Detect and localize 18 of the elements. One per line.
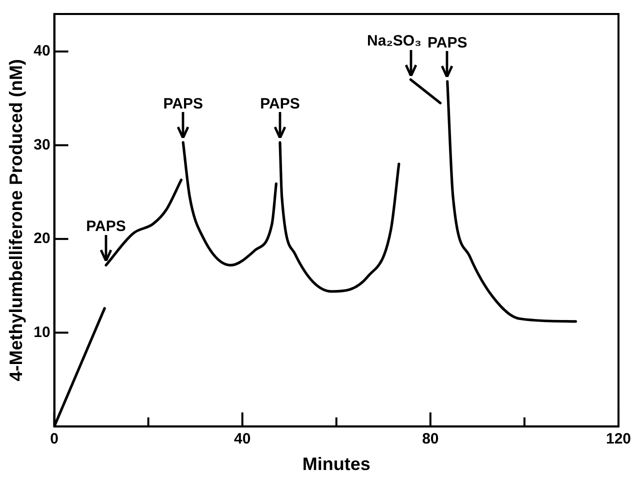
line-series — [278, 141, 400, 293]
x-tick-label: 120 — [606, 430, 631, 448]
x-tick-label: 80 — [422, 430, 439, 448]
y-axis-title: 4-Methylumbelliferone Produced (nM) — [6, 59, 26, 382]
x-tick-label: 40 — [234, 430, 251, 448]
annotation: PAPS — [86, 218, 126, 236]
y-tick-label: 10 — [34, 324, 50, 341]
annotation: PAPS — [427, 34, 468, 52]
annotation: PAPS — [163, 95, 203, 112]
y-tick-label: 30 — [34, 136, 50, 154]
y-tick-label: 40 — [34, 42, 50, 60]
annotation: Na₂SO₃ — [367, 32, 422, 50]
annotation: PAPS — [260, 95, 300, 112]
x-axis-title: Minutes — [302, 454, 370, 474]
line-series — [446, 80, 577, 323]
y-tick-label: 20 — [34, 230, 50, 248]
x-tick-label: 0 — [50, 430, 58, 448]
line-series — [182, 141, 278, 266]
